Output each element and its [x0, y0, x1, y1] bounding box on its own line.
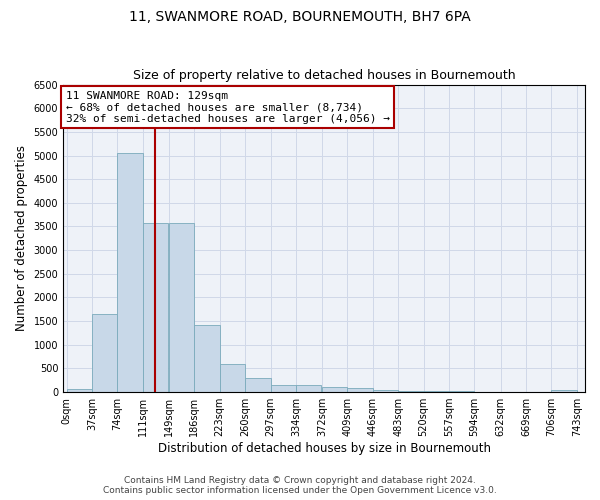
Title: Size of property relative to detached houses in Bournemouth: Size of property relative to detached ho… [133, 69, 515, 82]
Bar [296, 384, 322, 392]
Text: 11 SWANMORE ROAD: 129sqm
← 68% of detached houses are smaller (8,734)
32% of sem: 11 SWANMORE ROAD: 129sqm ← 68% of detach… [66, 90, 390, 124]
Bar [92, 314, 118, 392]
Bar [118, 153, 143, 392]
Bar [347, 388, 373, 392]
Bar [424, 391, 449, 392]
Text: 11, SWANMORE ROAD, BOURNEMOUTH, BH7 6PA: 11, SWANMORE ROAD, BOURNEMOUTH, BH7 6PA [129, 10, 471, 24]
Bar [271, 384, 296, 392]
Bar [245, 378, 271, 392]
Bar [169, 222, 194, 392]
Bar [67, 389, 92, 392]
X-axis label: Distribution of detached houses by size in Bournemouth: Distribution of detached houses by size … [158, 442, 491, 455]
Bar [143, 222, 168, 392]
Bar [398, 390, 424, 392]
Bar [220, 364, 245, 392]
Bar [373, 390, 398, 392]
Bar [551, 390, 577, 392]
Bar [322, 387, 347, 392]
Text: Contains HM Land Registry data © Crown copyright and database right 2024.
Contai: Contains HM Land Registry data © Crown c… [103, 476, 497, 495]
Bar [194, 325, 220, 392]
Y-axis label: Number of detached properties: Number of detached properties [15, 146, 28, 332]
